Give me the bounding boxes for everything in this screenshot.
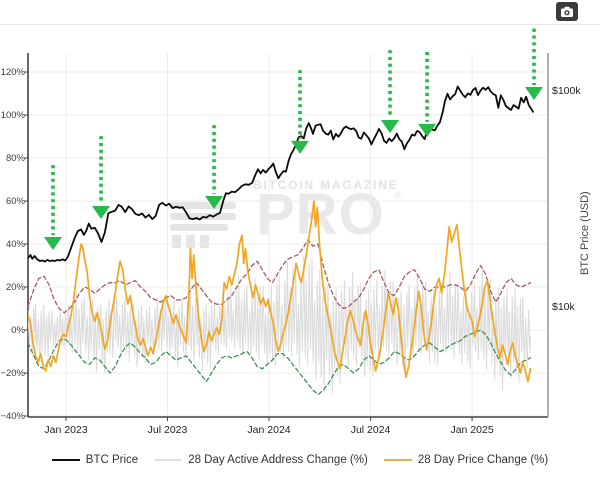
y-tick-label: 80% <box>5 152 25 164</box>
buy-signal-arrow-head <box>525 86 544 100</box>
x-tick-label: Jan 2025 <box>450 424 494 436</box>
legend-label: 28 Day Active Address Change (%) <box>188 454 368 466</box>
x-tick-label: Jan 2023 <box>44 424 88 436</box>
active-address-change-swatch <box>154 459 183 461</box>
legend-label: 28 Day Price Change (%) <box>417 454 549 466</box>
series-layer <box>28 85 534 396</box>
camera-icon <box>561 6 573 17</box>
price-change-swatch <box>383 459 412 461</box>
y-tick-label: −20% <box>0 367 25 379</box>
series-btc-price <box>28 85 534 263</box>
series-lower-band <box>28 329 532 396</box>
price-tick-label: $10k <box>552 301 575 313</box>
y-tick-label: −40% <box>0 410 25 422</box>
series-28-day-price-change <box>28 200 532 383</box>
x-tick-label: Jul 2023 <box>147 424 188 436</box>
legend-item-btc-price[interactable]: BTC Price <box>51 454 139 466</box>
x-tick-label: Jul 2024 <box>350 424 391 436</box>
legend-label: BTC Price <box>85 454 139 466</box>
series-28-day-active-address-change <box>28 254 531 394</box>
buy-signal-arrow-head <box>92 206 111 220</box>
buy-signal-arrow-head <box>291 140 310 154</box>
buy-signal-arrow-head <box>43 237 62 251</box>
watermark-registered-mark: ® <box>394 190 401 200</box>
modebar <box>0 0 600 25</box>
y-tick-label: 120% <box>0 66 25 78</box>
y-tick-label: 60% <box>5 195 25 207</box>
y-tick-label: 100% <box>0 109 25 121</box>
series-upper-band <box>28 239 532 314</box>
legend-item-price-change[interactable]: 28 Day Price Change (%) <box>383 454 549 466</box>
price-tick-label: $100k <box>552 85 581 97</box>
btc-price-swatch <box>51 459 80 461</box>
right-axis-title: BTC Price (USD) <box>579 191 591 275</box>
axis-spines <box>27 53 549 418</box>
gridlines <box>24 53 548 421</box>
buy-signal-arrows <box>43 15 544 251</box>
y-tick-label: 20% <box>5 281 25 293</box>
download-png-button[interactable] <box>556 2 578 21</box>
watermark-brand-pro: PRO <box>256 182 385 247</box>
buy-signal-arrow-head <box>381 120 400 134</box>
y-tick-label: 0% <box>11 324 25 336</box>
legend: BTC Price 28 Day Active Address Change (… <box>0 454 600 466</box>
legend-item-active-address-change[interactable]: 28 Day Active Address Change (%) <box>154 454 368 466</box>
y-tick-label: 40% <box>5 238 25 250</box>
watermark-brand-top: BITCOIN MAGAZINE <box>253 178 399 192</box>
buy-signal-arrow-head <box>418 123 437 137</box>
buy-signal-arrow-head <box>205 195 224 209</box>
x-tick-label: Jan 2024 <box>247 424 291 436</box>
